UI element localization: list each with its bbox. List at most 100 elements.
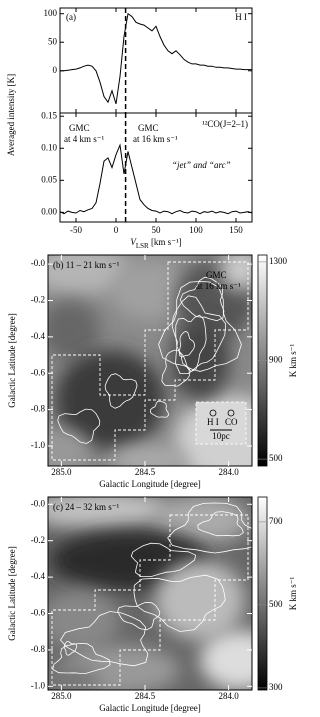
x-tick-label: 285.0	[51, 467, 72, 477]
x-tick-label: -50	[70, 225, 82, 235]
contour	[57, 408, 101, 444]
scale-label: 10pc	[212, 431, 230, 441]
map-structure	[110, 445, 190, 466]
map-structure	[48, 255, 130, 295]
colorbar-label: K km s⁻¹	[288, 343, 298, 377]
annotation: GMC	[206, 270, 227, 280]
y-tick-label: -1.0	[31, 440, 46, 450]
colorbar-tick-label: 500	[269, 599, 283, 609]
map-structure	[170, 320, 230, 400]
x-tick-label: 284.5	[135, 467, 156, 477]
y-tick-label: 0.05	[41, 174, 57, 184]
y-tick-label: -0.2	[31, 295, 45, 305]
contour	[117, 601, 161, 631]
beam-symbol	[227, 409, 235, 417]
map-structure	[48, 497, 170, 530]
colorbar-tick-label: 500	[269, 453, 283, 463]
x-tick-label: 150	[229, 225, 243, 235]
map-structure	[48, 665, 100, 690]
x-axis-label: Galactic Longitude [degree]	[99, 479, 200, 489]
legend-box	[195, 401, 247, 445]
annotation: (a)	[66, 12, 76, 22]
colorbar-tick-label: 1300	[269, 256, 288, 266]
y-tick-label: -0.4	[31, 331, 46, 341]
y-tick-label: -0.6	[31, 367, 46, 377]
x-tick-label: 284.5	[135, 691, 156, 701]
colorbar	[257, 496, 268, 691]
x-axis-label-part: LSR	[136, 242, 149, 250]
y-tick-label: 0.15	[41, 110, 57, 120]
plot-frame	[47, 496, 253, 691]
annotation: at 16 km s⁻¹	[196, 281, 241, 291]
beam-symbol	[209, 409, 217, 417]
y-tick-label: 0	[53, 65, 58, 75]
y-tick-label: 0.00	[41, 206, 57, 216]
contour	[178, 330, 196, 358]
contour	[167, 502, 252, 554]
beam-label: H I	[207, 417, 219, 427]
map-structure	[48, 590, 120, 650]
x-tick-label: 100	[189, 225, 203, 235]
map-structure	[110, 260, 190, 320]
contour	[52, 642, 111, 674]
contour	[197, 511, 244, 537]
contour	[130, 542, 197, 577]
y-tick-label: -0.0	[31, 258, 46, 268]
y-tick-label: 50	[48, 36, 58, 46]
x-axis-label-part: [km s⁻¹]	[149, 237, 182, 247]
map-image	[48, 497, 252, 690]
map-structure	[48, 430, 90, 466]
figure: 0 50 100 (a) H I Averaged intensity [K] -50 0 50…	[6, 7, 299, 714]
x-tick-label: 284.0	[218, 467, 239, 477]
map-structure	[200, 630, 252, 690]
beam-label: CO	[225, 417, 238, 427]
contour	[149, 400, 170, 418]
survey-boundary	[51, 514, 249, 686]
contour	[179, 276, 225, 322]
contour	[59, 611, 149, 667]
colorbar-tick-label: 700	[269, 516, 283, 526]
x-tick-label: 50	[152, 225, 162, 235]
contour	[104, 373, 138, 409]
x-tick-label: 284.0	[218, 691, 239, 701]
annotation: H I	[235, 12, 247, 22]
annotation: “jet” and “arc”	[172, 160, 231, 170]
annotation: ¹²CO(J=2–1)	[202, 119, 248, 129]
x-tick-label: 0	[114, 225, 119, 235]
y-tick-label: -0.2	[31, 535, 45, 545]
colorbar-tick-label: 300	[269, 682, 283, 692]
map-structure	[220, 255, 252, 290]
x-tick-label: 285.0	[51, 691, 72, 701]
contour	[175, 314, 207, 372]
contour	[171, 295, 227, 374]
contour	[63, 641, 78, 656]
y-tick-label: -0.6	[31, 608, 46, 618]
x-axis-label-part: V	[130, 237, 137, 247]
x-axis-label: VLSR [km s⁻¹]	[130, 237, 181, 250]
map-structure	[155, 560, 245, 640]
y-axis-label: Galactic Latitude [degree]	[7, 546, 17, 640]
colorbar-tick-label: 900	[269, 355, 283, 365]
y-tick-label: -1.0	[31, 680, 46, 690]
spectrum-line	[59, 143, 253, 215]
y-tick-label: 100	[44, 8, 58, 18]
colorbar-label: K km s⁻¹	[288, 576, 298, 610]
y-axis-label: Galactic Latitude [degree]	[7, 313, 17, 407]
map-structure	[150, 497, 250, 545]
annotation: GMC	[138, 123, 159, 133]
annotation: at 16 km s⁻¹	[133, 134, 178, 144]
contour	[161, 349, 190, 387]
y-tick-label: -0.8	[31, 644, 46, 654]
y-tick-label: -0.8	[31, 404, 46, 414]
y-axis-label: Averaged intensity [K]	[6, 74, 16, 156]
survey-boundary	[51, 261, 249, 461]
map-image	[48, 255, 252, 466]
y-tick-label: -0.4	[31, 571, 46, 581]
panel-title: (c) 24 – 32 km s⁻¹	[53, 502, 119, 512]
annotation: at 4 km s⁻¹	[64, 134, 104, 144]
map-structure	[48, 300, 100, 360]
annotation: GMC	[69, 123, 90, 133]
y-tick-label: 0.10	[41, 142, 57, 152]
x-axis-label: Galactic Longitude [degree]	[99, 703, 200, 713]
spectrum-line	[60, 12, 252, 105]
